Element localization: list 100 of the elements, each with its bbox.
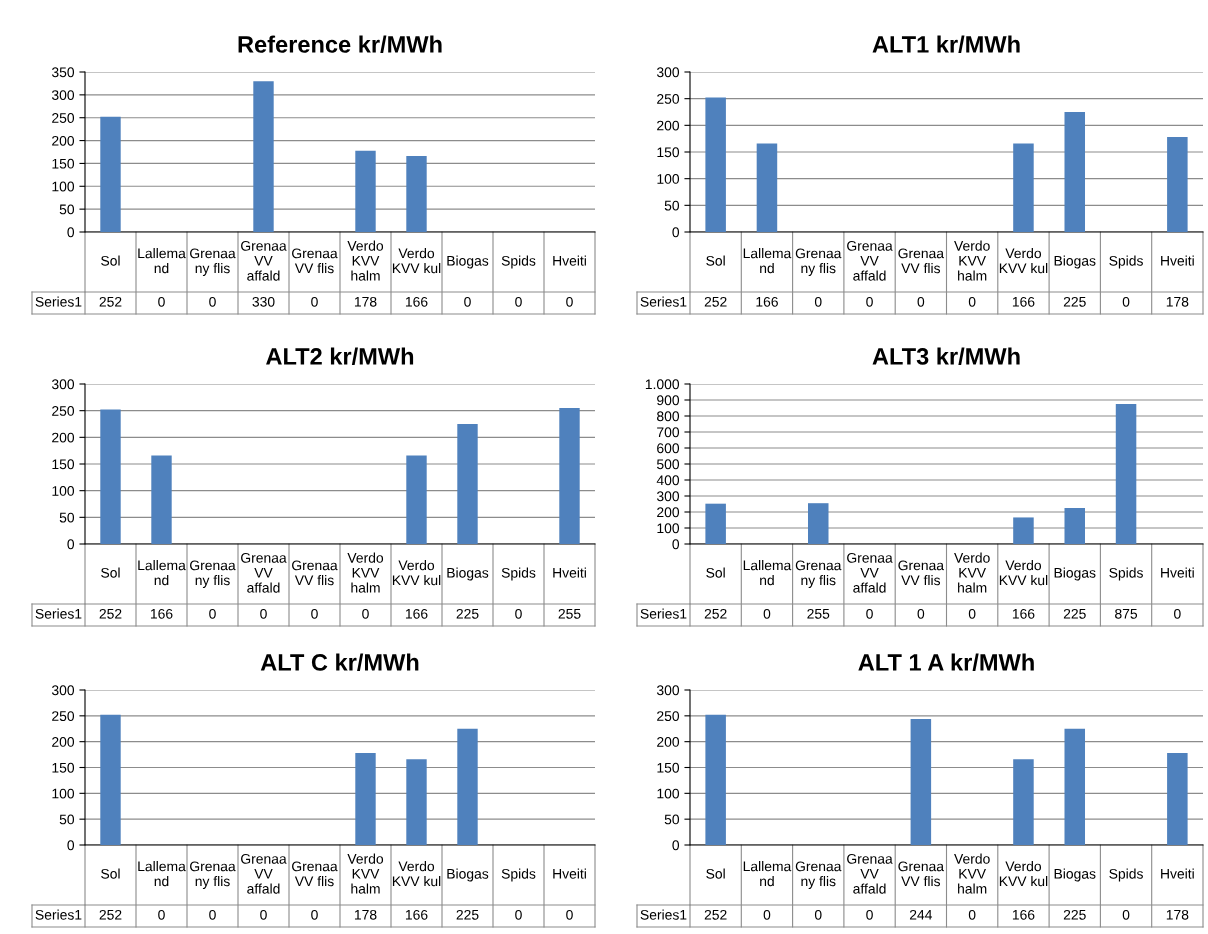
text: Series1 xyxy=(640,608,687,619)
data-label: 0 xyxy=(209,296,216,307)
y-tick-label: 50 xyxy=(59,204,75,215)
data-label: 166 xyxy=(756,296,778,307)
y-tick-label: 250 xyxy=(657,94,680,104)
x-tick-label: Grenaa VV affald xyxy=(847,240,893,281)
x-tick-label: Lallema nd xyxy=(138,861,186,887)
y-tick-label: 250 xyxy=(52,711,75,721)
chart-title: ALT3 kr/MWh xyxy=(872,347,1020,366)
x-tick-label: Biogas xyxy=(447,255,489,269)
x-tick-label: Lallema nd xyxy=(138,560,186,586)
x-tick-label: Hveiti xyxy=(553,567,586,578)
y-tick-label: 1.000 xyxy=(645,379,680,390)
x-tick-label: Grenaa VV affald xyxy=(241,853,287,894)
data-label: 0 xyxy=(566,909,573,920)
y-tick-label: 300 xyxy=(656,685,680,696)
bar xyxy=(1064,112,1086,232)
y-tick-label: 400 xyxy=(656,475,680,486)
data-label: 166 xyxy=(1012,296,1035,307)
y-tick-label: 0 xyxy=(67,840,75,851)
y-tick-label: 50 xyxy=(59,814,75,825)
y-tick-label: 250 xyxy=(52,406,75,416)
y-tick-label: 200 xyxy=(52,737,75,747)
y-tick-label: 300 xyxy=(51,90,75,101)
bar xyxy=(1115,404,1137,544)
x-tick-label: Grenaa VV flis xyxy=(898,861,945,887)
bar xyxy=(1167,137,1188,232)
x-tick-label: Grenaa VV affald xyxy=(847,853,893,894)
y-tick-label: 250 xyxy=(52,113,75,123)
x-tick-label: Grenaa VV flis xyxy=(292,248,338,274)
data-label: 0 xyxy=(866,296,873,307)
data-label: 0 xyxy=(515,909,522,920)
data-label: 178 xyxy=(1166,296,1189,307)
data-label: 225 xyxy=(1063,608,1086,619)
x-tick-label: Sol xyxy=(706,255,725,266)
y-tick-label: 100 xyxy=(52,486,75,496)
data-label: 225 xyxy=(456,909,479,920)
bar xyxy=(756,143,778,232)
x-tick-label: Sol xyxy=(101,255,120,266)
x-tick-label: Biogas xyxy=(1054,868,1096,882)
data-label: 225 xyxy=(456,608,479,619)
x-tick-label: Verdo KVV halm xyxy=(347,552,384,593)
bar xyxy=(406,455,427,544)
data-label: 0 xyxy=(566,296,573,307)
y-tick-label: 0 xyxy=(672,539,680,550)
y-tick-label: 350 xyxy=(51,67,75,78)
data-label: 252 xyxy=(99,296,122,307)
data-label: 252 xyxy=(704,909,727,920)
x-tick-label: Verdo KVV halm xyxy=(954,853,990,894)
y-tick-label: 600 xyxy=(657,443,680,454)
bar xyxy=(151,455,172,544)
data-label: 166 xyxy=(405,296,428,307)
x-tick-label: Sol xyxy=(101,567,120,578)
y-tick-label: 0 xyxy=(67,227,75,238)
data-label: 0 xyxy=(158,296,165,307)
x-tick-label: Biogas xyxy=(1054,567,1096,581)
x-tick-label: Hveiti xyxy=(1161,255,1194,266)
data-label: 0 xyxy=(866,909,873,920)
y-tick-label: 700 xyxy=(657,427,680,438)
bar xyxy=(705,97,726,232)
text: Series1 xyxy=(35,296,82,307)
text: Series1 xyxy=(35,909,82,920)
y-tick-label: 300 xyxy=(51,685,75,696)
text: Series1 xyxy=(640,909,687,920)
x-tick-label: Verdo KVV halm xyxy=(347,240,384,281)
x-tick-label: Verdo KVV kul xyxy=(999,560,1048,586)
x-tick-label: Verdo KVV halm xyxy=(347,853,384,894)
x-tick-label: Verdo KVV halm xyxy=(954,240,990,281)
data-label: 0 xyxy=(260,909,267,920)
x-tick-label: Grenaa VV affald xyxy=(241,240,287,281)
x-tick-label: Lallema nd xyxy=(743,861,792,887)
chart-title: ALT C kr/MWh xyxy=(260,653,419,672)
y-tick-label: 150 xyxy=(657,762,680,773)
x-tick-label: Lallema nd xyxy=(743,248,792,274)
data-label: 0 xyxy=(917,296,925,307)
bar xyxy=(457,424,478,544)
x-tick-label: Grenaa ny flis xyxy=(795,861,842,889)
data-label: 0 xyxy=(968,296,976,307)
y-tick-label: 50 xyxy=(664,200,680,211)
y-tick-label: 300 xyxy=(656,491,680,502)
bar xyxy=(355,150,376,232)
bar xyxy=(1013,759,1034,845)
data-label: 0 xyxy=(515,608,522,619)
y-tick-label: 150 xyxy=(52,158,75,169)
data-label: 255 xyxy=(558,608,581,619)
x-tick-label: Grenaa VV flis xyxy=(292,861,338,887)
data-label: 0 xyxy=(1122,909,1130,920)
bar xyxy=(1013,143,1034,232)
data-label: 330 xyxy=(252,296,275,307)
y-tick-label: 200 xyxy=(657,737,680,747)
x-tick-label: Hveiti xyxy=(553,255,586,266)
data-label: 166 xyxy=(1012,909,1035,920)
data-label: 252 xyxy=(704,608,727,619)
y-tick-label: 50 xyxy=(664,814,680,825)
y-tick-label: 900 xyxy=(657,395,680,406)
data-label: 0 xyxy=(763,909,771,920)
x-tick-label: Grenaa VV affald xyxy=(241,552,287,593)
bar xyxy=(100,714,121,845)
data-label: 0 xyxy=(311,608,318,619)
y-tick-label: 300 xyxy=(656,67,680,78)
